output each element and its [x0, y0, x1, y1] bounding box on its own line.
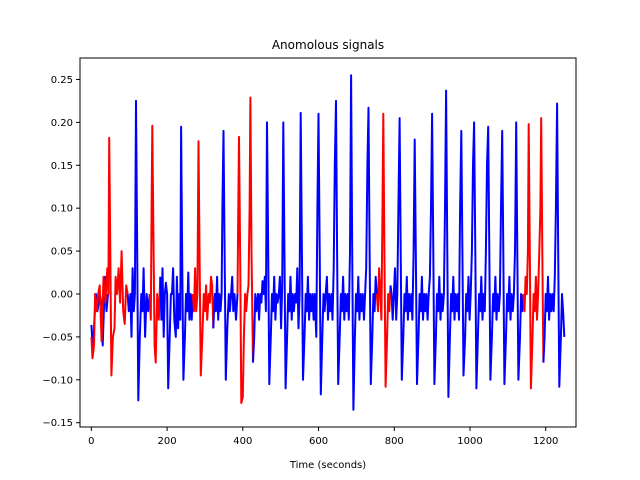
y-tick-label: −0.15: [42, 418, 73, 429]
y-tick-label: 0.15: [51, 161, 73, 172]
y-tick-label: −0.05: [42, 332, 73, 343]
x-axis-label: Time (seconds): [289, 460, 366, 471]
x-tick-label: 1200: [533, 436, 558, 447]
y-tick-label: 0.00: [51, 289, 73, 300]
signal-segment-2: [126, 99, 151, 402]
signal-segment-6: [212, 129, 239, 381]
y-tick-label: 0.10: [51, 204, 73, 215]
plot-series: [90, 74, 566, 411]
signal-segment-11: [522, 117, 545, 390]
signal-segment-9: [375, 112, 392, 388]
x-axis-ticks: 0 200 400 600 800 1000 1200: [88, 427, 558, 447]
x-tick-label: 0: [88, 436, 94, 447]
signal-segment-12: [542, 102, 566, 388]
chart-title: Anomolous signals: [272, 38, 384, 52]
x-tick-label: 400: [233, 436, 252, 447]
y-axis-ticks: −0.15 −0.10 −0.05 0.00 0.05 0.10 0.15 0.20 0.25: [42, 75, 80, 429]
x-tick-label: 1000: [457, 436, 482, 447]
y-tick-label: 0.25: [51, 75, 73, 86]
signal-segment-7: [236, 96, 254, 404]
x-tick-label: 200: [158, 436, 177, 447]
signal-segment-1: [90, 136, 129, 377]
y-tick-label: 0.05: [51, 247, 73, 258]
plot-frame: [79, 57, 577, 428]
x-tick-label: 800: [385, 436, 404, 447]
signal-segment-8: [252, 74, 378, 411]
y-tick-label: −0.10: [42, 375, 73, 386]
signal-segment-10: [389, 89, 525, 398]
y-tick-label: 0.20: [51, 118, 73, 129]
signal-segment-3: [148, 124, 162, 364]
x-tick-label: 600: [309, 436, 328, 447]
signal-segment-5: [191, 140, 215, 377]
signal-segment-4: [159, 125, 194, 390]
